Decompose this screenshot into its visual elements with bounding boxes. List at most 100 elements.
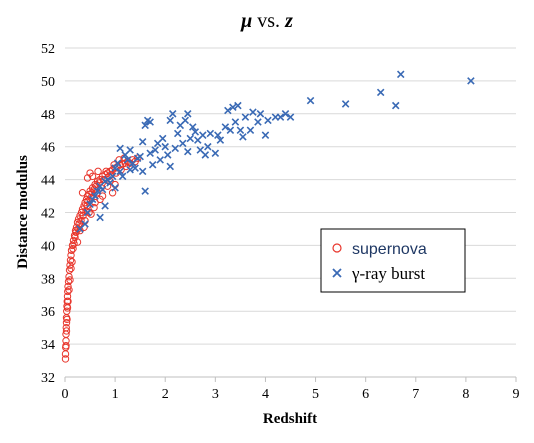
grb-point — [148, 161, 157, 169]
grb-point — [341, 100, 350, 108]
x-tick-label-8: 8 — [462, 387, 469, 402]
grb-point — [146, 149, 154, 158]
grb-point — [276, 113, 285, 121]
grb-point — [123, 156, 132, 164]
grb-point — [126, 165, 134, 174]
grb-point — [221, 123, 230, 131]
supernova-point — [90, 203, 98, 212]
grb-point — [108, 172, 117, 181]
grb-point — [239, 133, 247, 141]
grb-point — [111, 184, 119, 192]
grb-point — [161, 142, 169, 151]
grb-point — [261, 131, 270, 139]
series-supernova — [61, 154, 142, 363]
grb-point — [146, 118, 154, 126]
grb-point — [163, 151, 172, 159]
grb-point — [131, 164, 139, 172]
y-tick-label-36: 36 — [41, 305, 55, 320]
x-tick-label-1: 1 — [112, 387, 119, 402]
supernova-point — [69, 236, 78, 245]
x-tick-label-6: 6 — [362, 387, 369, 402]
grb-point — [254, 118, 262, 126]
supernova-point — [98, 192, 107, 200]
supernova-point — [83, 202, 91, 210]
supernova-point — [62, 342, 70, 350]
grb-point — [224, 106, 232, 115]
grb-point — [226, 126, 235, 135]
legend-grb-label: γ-ray burst — [351, 264, 425, 283]
grb-point — [111, 164, 119, 172]
supernova-point — [76, 212, 84, 220]
grb-point — [141, 121, 149, 130]
grb-point — [216, 136, 225, 144]
x-tick-labels: 0 1 2 3 4 5 6 7 8 9 — [62, 387, 520, 402]
x-tick-label-2: 2 — [162, 387, 169, 402]
y-tick-label-48: 48 — [41, 108, 55, 123]
x-tick-label-7: 7 — [412, 387, 419, 402]
grb-point — [206, 129, 215, 138]
axes — [64, 376, 517, 382]
supernova-point — [62, 323, 70, 332]
grb-point — [256, 110, 265, 118]
grb-point — [286, 113, 295, 121]
title-variable: z — [284, 10, 293, 32]
grb-point — [118, 172, 127, 181]
grb-point — [171, 144, 180, 153]
grb-point — [91, 192, 99, 200]
supernova-point — [94, 167, 102, 176]
supernova-point — [66, 276, 74, 284]
supernova-point — [68, 241, 77, 250]
supernova-point — [68, 258, 76, 266]
y-tick-label-44: 44 — [41, 174, 55, 189]
grb-point — [246, 126, 255, 135]
grb-point — [113, 159, 122, 167]
grb-point — [306, 96, 315, 105]
y-tick-label-38: 38 — [41, 272, 55, 287]
grb-point — [231, 118, 240, 126]
y-tick-label-34: 34 — [41, 338, 55, 353]
grb-point — [138, 167, 147, 176]
supernova-point — [66, 256, 75, 264]
grb-point — [166, 116, 174, 125]
legend-grb-marker — [332, 268, 342, 278]
x-tick-label-3: 3 — [212, 387, 219, 402]
supernova-point — [80, 202, 88, 210]
grb-point — [396, 70, 405, 79]
y-tick-label-46: 46 — [41, 141, 55, 156]
grb-point — [101, 202, 109, 210]
supernova-point — [62, 319, 71, 327]
grb-point — [181, 116, 190, 125]
chart-title: μ vs. z — [240, 10, 293, 32]
supernova-point — [61, 350, 70, 358]
title-mid: vs. — [252, 10, 285, 32]
grb-point — [168, 110, 177, 118]
grb-point — [96, 213, 104, 222]
grb-point — [236, 126, 245, 135]
grb-point — [141, 187, 149, 195]
x-tick-label-4: 4 — [262, 387, 269, 402]
grb-point — [166, 162, 174, 171]
grb-point — [229, 103, 237, 111]
grb-point — [281, 110, 290, 118]
grb-point — [191, 128, 200, 136]
grb-point — [249, 108, 257, 116]
legend-supernova-label: supernova — [352, 241, 427, 258]
grb-point — [156, 156, 164, 164]
grb-point — [116, 167, 124, 176]
y-tick-label-50: 50 — [41, 75, 55, 90]
legend-box — [320, 228, 466, 293]
grb-point — [199, 131, 207, 139]
supernova-point — [115, 156, 123, 164]
supernova-point — [78, 189, 87, 197]
grb-point — [376, 88, 385, 97]
supernova-point — [61, 355, 70, 363]
grb-point — [234, 101, 242, 110]
supernova-point — [77, 217, 85, 225]
series-grb — [76, 70, 475, 233]
supernova-point — [64, 297, 72, 306]
grb-point — [98, 185, 107, 194]
grb-point — [189, 123, 197, 131]
supernova-point — [62, 327, 71, 335]
grb-point — [186, 134, 195, 143]
